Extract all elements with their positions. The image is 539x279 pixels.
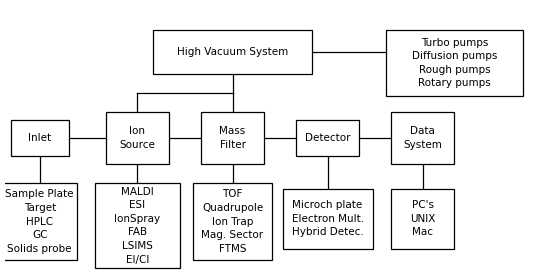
Text: PC's
UNIX
Mac: PC's UNIX Mac: [410, 200, 436, 237]
FancyBboxPatch shape: [153, 30, 312, 74]
Text: Data
System: Data System: [403, 126, 442, 150]
FancyBboxPatch shape: [386, 30, 523, 96]
Text: Inlet: Inlet: [28, 133, 51, 143]
FancyBboxPatch shape: [11, 120, 69, 156]
Text: TOF
Quadrupole
Ion Trap
Mag. Sector
FTMS: TOF Quadrupole Ion Trap Mag. Sector FTMS: [202, 189, 264, 254]
FancyBboxPatch shape: [201, 112, 264, 164]
FancyBboxPatch shape: [95, 183, 179, 268]
FancyBboxPatch shape: [193, 183, 272, 260]
Text: Microch plate
Electron Mult.
Hybrid Detec.: Microch plate Electron Mult. Hybrid Dete…: [292, 200, 364, 237]
Text: Mass
Filter: Mass Filter: [219, 126, 246, 150]
FancyBboxPatch shape: [106, 112, 169, 164]
FancyBboxPatch shape: [3, 183, 77, 260]
FancyBboxPatch shape: [296, 120, 360, 156]
Text: Turbo pumps
Diffusion pumps
Rough pumps
Rotary pumps: Turbo pumps Diffusion pumps Rough pumps …: [412, 38, 497, 88]
FancyBboxPatch shape: [391, 112, 454, 164]
FancyBboxPatch shape: [283, 189, 372, 249]
FancyBboxPatch shape: [391, 189, 454, 249]
Text: Detector: Detector: [305, 133, 350, 143]
Text: MALDI
ESI
IonSpray
FAB
LSIMS
EI/CI: MALDI ESI IonSpray FAB LSIMS EI/CI: [114, 187, 161, 264]
Text: High Vacuum System: High Vacuum System: [177, 47, 288, 57]
Text: Sample Plate
Target
HPLC
GC
Solids probe: Sample Plate Target HPLC GC Solids probe: [5, 189, 74, 254]
Text: Ion
Source: Ion Source: [120, 126, 155, 150]
